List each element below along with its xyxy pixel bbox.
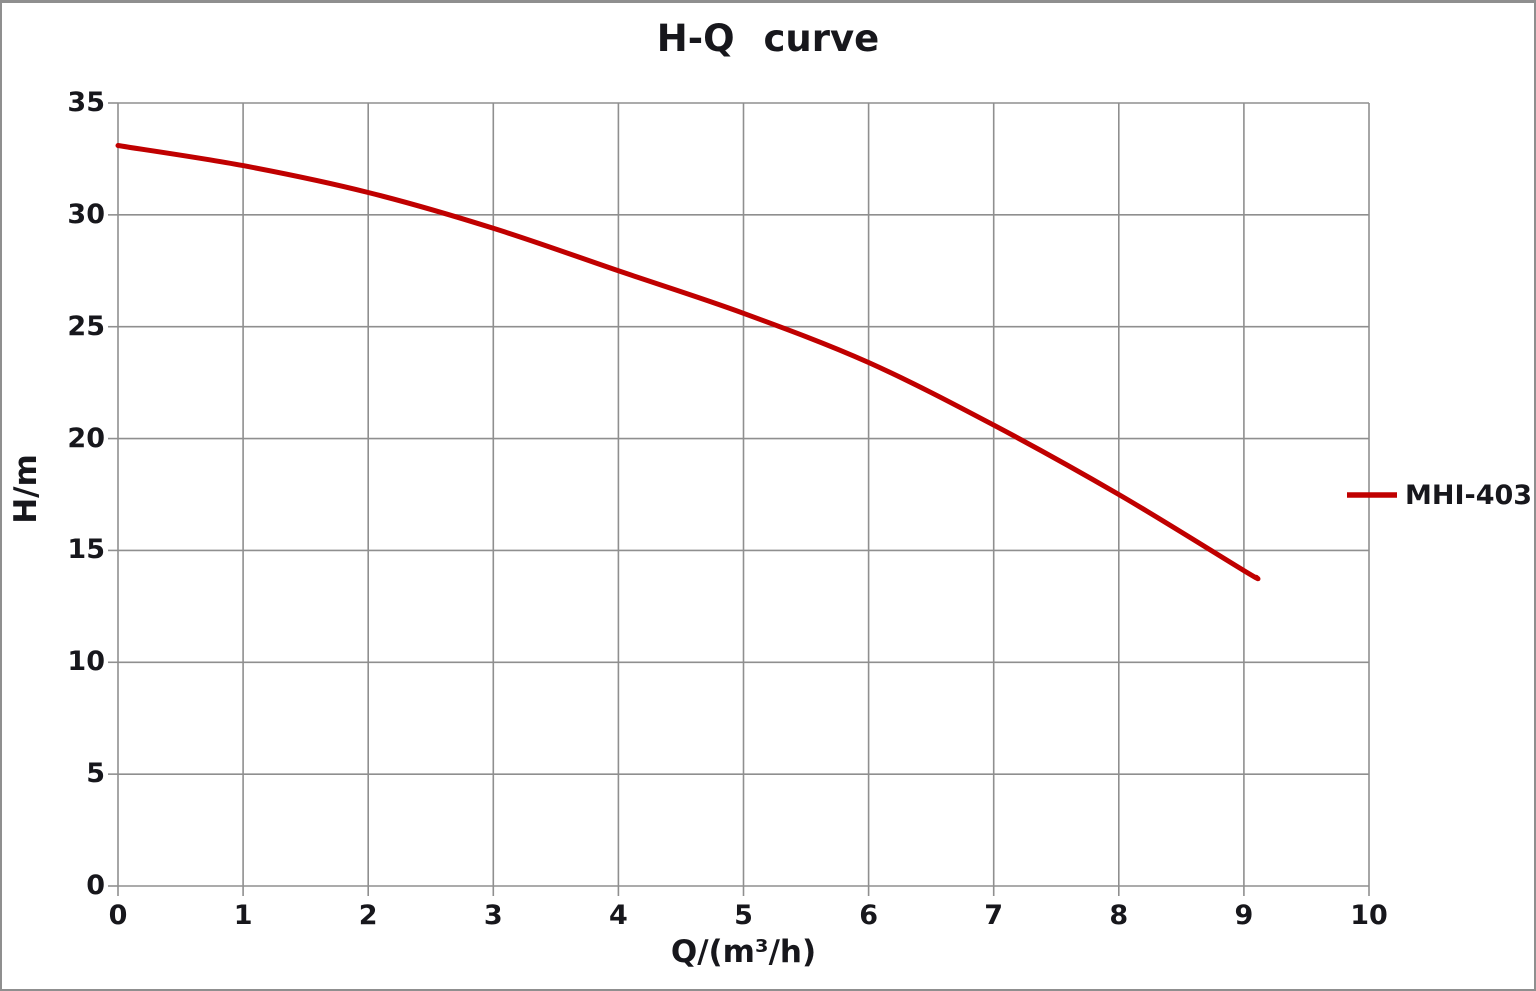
legend-line-sample [1347,492,1397,498]
plot-area [108,102,1370,896]
y-tick-label: 10 [67,646,105,678]
y-tick-label: 30 [67,198,105,230]
x-axis-title: Q/(m³/h) [670,934,817,970]
x-tick-label: 6 [859,900,878,931]
x-tick-label: 1 [233,900,253,931]
legend-series-label: MHI-403 [1405,479,1533,511]
x-tick-label: 3 [483,900,503,931]
x-tick-label: 8 [1109,900,1129,931]
y-axis-title: H/m [8,454,44,524]
x-tick-label: 2 [358,900,378,931]
chart-title: H-Q curve [656,17,880,60]
y-tick-label: 15 [67,534,105,566]
y-tick-label: 5 [86,758,105,790]
x-tick-label: 9 [1234,900,1254,931]
x-tick-label: 4 [608,900,628,931]
y-tick-label: 25 [67,310,105,342]
x-tick-label: 0 [108,900,128,931]
y-tick-label: 0 [86,870,105,901]
legend: MHI-403 [1346,479,1533,511]
x-tick-label: 5 [734,900,753,931]
y-tick-label: 20 [67,422,105,454]
x-tick-label: 7 [984,900,1004,931]
x-tick-label: 10 [1350,900,1388,931]
y-tick-label: 35 [67,87,105,118]
series-curve [115,143,1261,582]
